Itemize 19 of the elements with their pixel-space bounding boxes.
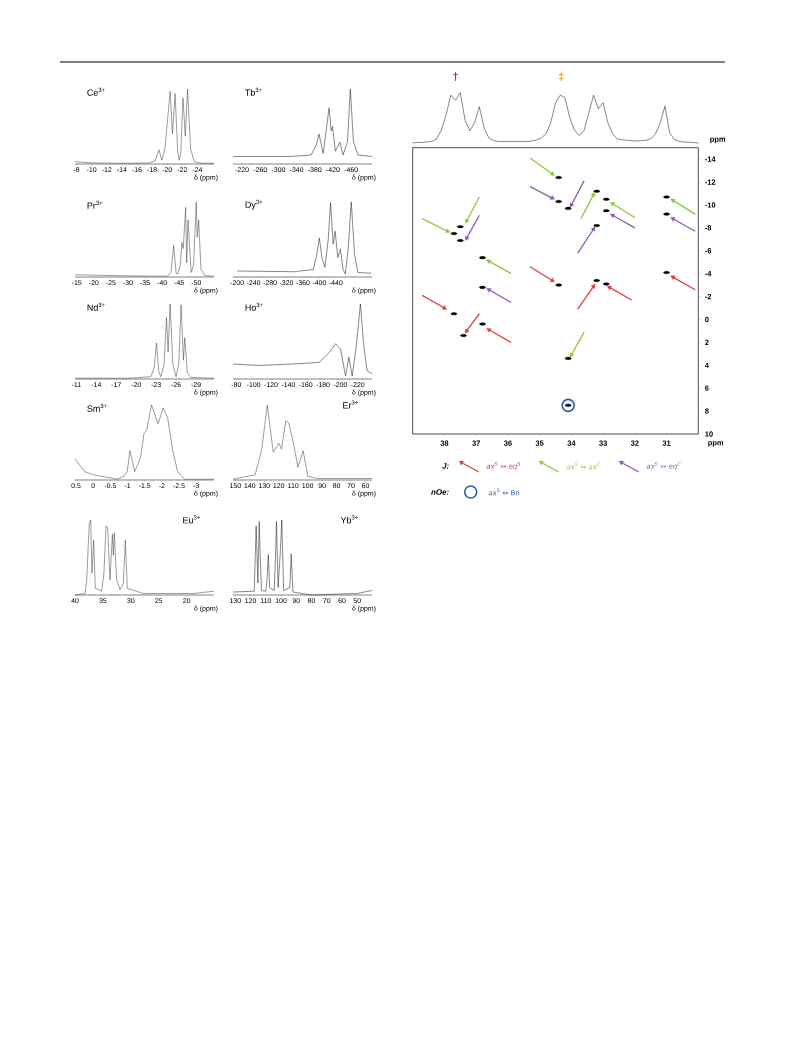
- chart-title: Eu$^{3+}$: [183, 515, 200, 524]
- chart-title: Ce$^{3+}$: [87, 87, 105, 96]
- point: [569, 202, 575, 208]
- point: [590, 226, 596, 232]
- text: †: [453, 72, 458, 81]
- point: [590, 283, 596, 289]
- chart-title: Ho$^{3+}$: [245, 302, 263, 311]
- text: ‡: [558, 72, 564, 81]
- chart-title: Tb$^{3+}$: [245, 87, 262, 96]
- chart-title: Er$^{3+}$: [343, 400, 358, 409]
- point: [670, 217, 676, 222]
- chart-title: Yb$^{3+}$: [340, 515, 358, 524]
- point: [445, 228, 451, 233]
- chart-title: Nd$^{3+}$: [87, 302, 105, 311]
- chart-title: Pr$^{3+}$: [87, 200, 103, 209]
- chart-title: Sm$^{3+}$: [87, 403, 107, 412]
- point: [561, 398, 575, 413]
- point: [670, 198, 676, 204]
- chart-title: Dy$^{3+}$: [245, 199, 263, 210]
